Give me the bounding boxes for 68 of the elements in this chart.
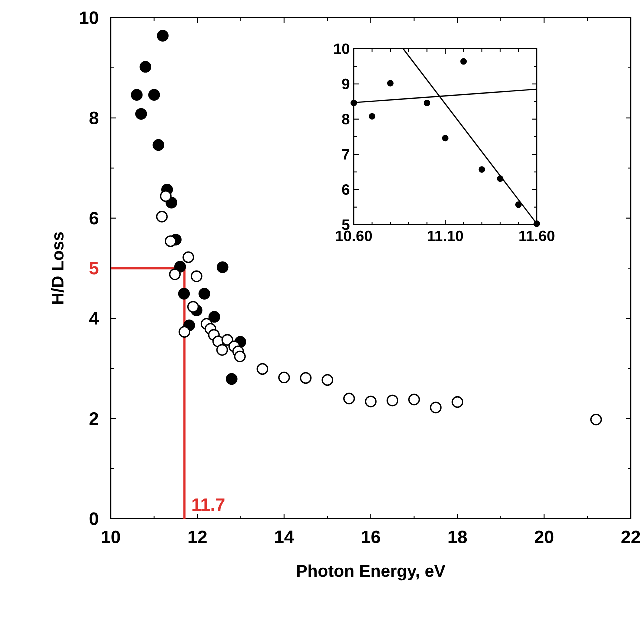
y-tick-label: 6 xyxy=(90,212,98,225)
point xyxy=(178,288,190,300)
point xyxy=(216,262,229,274)
point xyxy=(322,374,334,386)
point xyxy=(369,113,376,120)
point xyxy=(164,236,177,248)
y-tick-label: 8 xyxy=(342,114,350,125)
point xyxy=(343,392,356,405)
point xyxy=(452,396,464,408)
point xyxy=(178,326,191,338)
x-tick-label: 12 xyxy=(188,530,207,544)
y-tick-label: 10 xyxy=(334,44,350,54)
y-tick-label: 7 xyxy=(342,149,350,160)
point xyxy=(140,61,152,73)
x-tick-label: 16 xyxy=(362,530,380,544)
x-tick-label: 11.10 xyxy=(428,230,464,242)
x-tick-label: 10 xyxy=(102,530,120,544)
point xyxy=(256,363,269,376)
point xyxy=(152,139,165,152)
point xyxy=(156,211,168,223)
point xyxy=(478,166,486,173)
point xyxy=(198,288,210,300)
point xyxy=(182,252,194,264)
x-tick-label: 11.60 xyxy=(520,230,555,242)
point xyxy=(350,100,358,106)
point xyxy=(460,58,468,65)
y-tick-label: 9 xyxy=(342,78,350,90)
point xyxy=(424,100,430,106)
y-tick-label: 8 xyxy=(90,112,99,125)
point xyxy=(365,396,377,408)
y-tick-label: 10 xyxy=(80,12,98,24)
point xyxy=(300,372,312,384)
x-tick-label: 14 xyxy=(275,530,294,544)
point xyxy=(148,89,160,101)
point xyxy=(386,394,399,407)
point xyxy=(169,268,181,280)
point xyxy=(515,202,522,208)
point xyxy=(442,135,449,142)
point xyxy=(534,220,540,228)
y-tick-label: 4 xyxy=(89,312,100,325)
x-tick-label: 20 xyxy=(534,530,554,544)
ref-line-label: 11.7 xyxy=(192,498,225,512)
point xyxy=(160,190,172,202)
point xyxy=(190,270,203,282)
point xyxy=(131,89,143,101)
y-tick-label: 2 xyxy=(90,412,98,426)
point xyxy=(590,414,602,426)
point xyxy=(216,344,228,356)
point xyxy=(135,108,148,120)
point xyxy=(222,334,234,346)
y-axis-title: H/D Loss xyxy=(51,232,64,304)
point xyxy=(157,30,169,42)
point xyxy=(430,402,442,414)
y-tick-label: 5 xyxy=(342,220,350,230)
point xyxy=(234,350,246,363)
y-tick-label: 6 xyxy=(342,184,350,196)
x-tick-label: 22 xyxy=(622,530,640,544)
point xyxy=(387,80,394,87)
y-tick-label: 0 xyxy=(90,512,98,526)
point xyxy=(187,301,200,313)
point xyxy=(226,373,238,386)
point xyxy=(497,176,504,182)
x-axis-title: Photon Energy, eV xyxy=(297,564,446,581)
point xyxy=(208,311,220,323)
point xyxy=(278,372,290,384)
x-tick-label: 10.60 xyxy=(336,230,372,242)
x-tick-label: 18 xyxy=(448,530,468,544)
point xyxy=(408,394,420,406)
